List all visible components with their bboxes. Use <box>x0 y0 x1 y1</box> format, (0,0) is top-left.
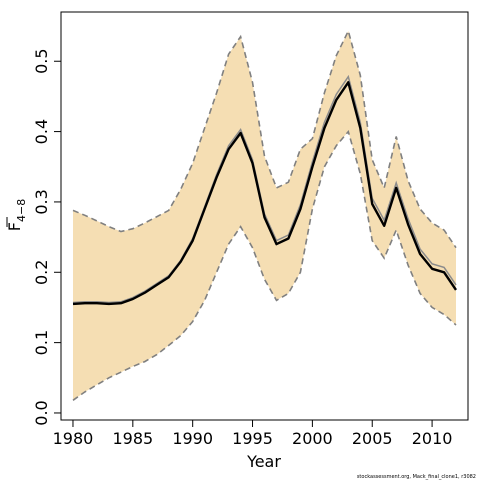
y-axis-title: F4−8 <box>5 199 28 231</box>
estimate-line <box>72 81 457 306</box>
x-tick-label: 2000 <box>292 429 333 448</box>
svg-text:F4−8: F4−8 <box>5 199 28 231</box>
y-tick-label: 0.1 <box>32 330 51 355</box>
y-tick-label: 0.2 <box>32 260 51 285</box>
x-tick-label: 1995 <box>232 429 273 448</box>
y-tick-label: 0.0 <box>32 400 51 425</box>
x-tick-label: 1990 <box>172 429 213 448</box>
footnote: stockassessment.org, Mack_final_clone1, … <box>357 474 476 480</box>
y-axis-title-subscript: 4−8 <box>15 199 28 222</box>
x-tick-label: 1985 <box>112 429 153 448</box>
x-tick-label: 2005 <box>352 429 393 448</box>
lower-bound-line <box>72 129 457 401</box>
x-tick-label: 1980 <box>53 429 94 448</box>
y-tick-label: 0.5 <box>32 48 51 73</box>
x-tick-label: 2010 <box>412 429 453 448</box>
upper-bound-line <box>72 28 457 249</box>
plot-area <box>72 28 457 401</box>
y-tick-label: 0.3 <box>32 189 51 214</box>
y-tick-label: 0.4 <box>32 119 51 144</box>
y-axis: 0.0 0.1 0.2 0.3 0.4 0.5 <box>32 48 62 426</box>
x-axis-title: Year <box>246 452 281 471</box>
y-axis-title-main: F <box>5 222 24 231</box>
x-axis: 1980 1985 1990 1995 2000 2005 2010 <box>53 419 453 448</box>
